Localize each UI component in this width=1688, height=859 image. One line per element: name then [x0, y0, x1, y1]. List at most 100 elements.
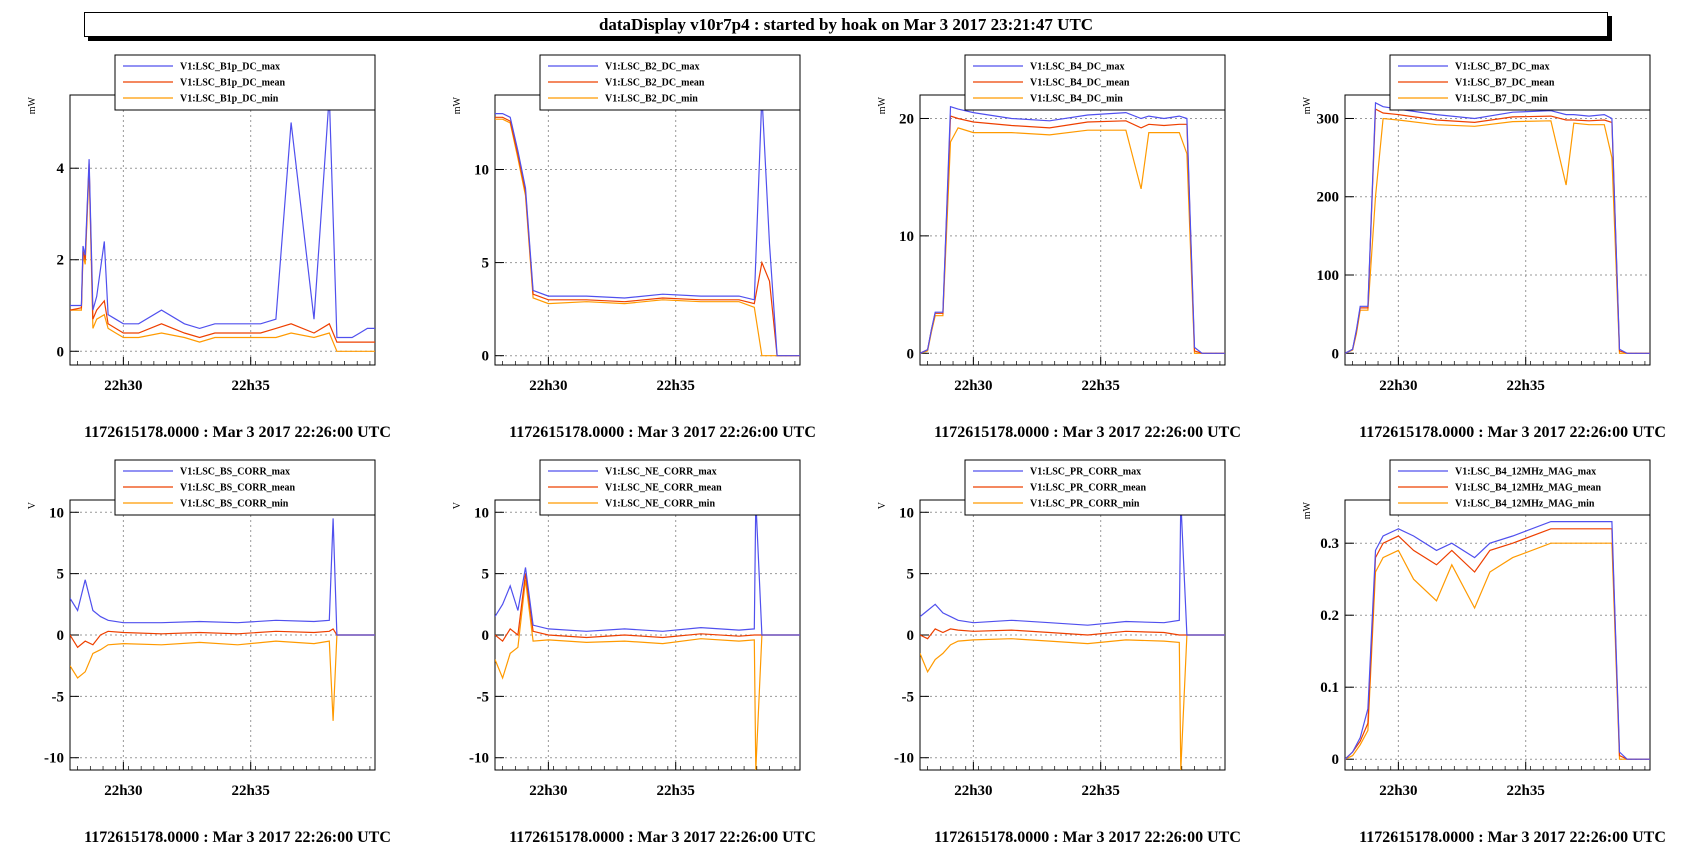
plot-frame — [1344, 499, 1651, 771]
x-tick-label: 22h35 — [657, 378, 695, 394]
series-line-min — [920, 634, 1225, 770]
legend-label: V1:LSC_BS_CORR_mean — [180, 483, 295, 494]
legend-label: V1:LSC_NE_CORR_min — [605, 499, 715, 510]
y-tick-label: 0 — [482, 628, 490, 644]
series-line-mean — [495, 116, 800, 357]
legend-label: V1:LSC_B2_DC_min — [605, 94, 698, 105]
series-line-mean — [920, 115, 1225, 354]
y-tick-label: 0 — [57, 628, 65, 644]
series-line-max — [1345, 520, 1650, 760]
series-line-min — [920, 127, 1225, 354]
y-tick-label: 100 — [1317, 268, 1340, 284]
legend-label: V1:LSC_PR_CORR_max — [1030, 467, 1141, 478]
series-line-mean — [1345, 108, 1650, 354]
plot-frame — [494, 94, 801, 366]
y-axis-label: V — [877, 501, 888, 509]
legend-label: V1:LSC_B4_DC_max — [1030, 62, 1124, 73]
y-tick-label: 2 — [57, 253, 65, 269]
time-caption: 1172615178.0000 : Mar 3 2017 22:26:00 UT… — [1359, 424, 1666, 441]
y-axis-label: mW — [1302, 501, 1313, 519]
plot-frame — [1344, 94, 1651, 366]
y-tick-label: 0.2 — [1320, 608, 1339, 624]
legend-label: V1:LSC_B4_12MHz_MAG_max — [1455, 467, 1596, 478]
time-caption: 1172615178.0000 : Mar 3 2017 22:26:00 UT… — [509, 424, 816, 441]
legend-label: V1:LSC_B1p_DC_min — [180, 94, 279, 105]
time-caption: 1172615178.0000 : Mar 3 2017 22:26:00 UT… — [934, 424, 1241, 441]
chart-panel-6: 22h30 22h35 -10 -5 0 5 10 V V1:LSC_NE_CORR_max V1… — [452, 459, 816, 846]
y-tick-label: 0 — [1332, 752, 1340, 768]
y-axis-label: V — [27, 501, 38, 509]
window-title: dataDisplay v10r7p4 : started by hoak on… — [84, 12, 1608, 37]
x-tick-label: 22h30 — [954, 783, 992, 799]
plot-frame — [919, 94, 1226, 366]
series-line-min — [495, 118, 800, 357]
time-caption: 1172615178.0000 : Mar 3 2017 22:26:00 UT… — [1359, 829, 1666, 846]
y-tick-label: -10 — [469, 751, 489, 767]
x-tick-label: 22h35 — [1507, 378, 1545, 394]
y-tick-label: 5 — [482, 256, 490, 272]
legend-label: V1:LSC_PR_CORR_mean — [1030, 483, 1147, 494]
legend-label: V1:LSC_B7_DC_min — [1455, 94, 1548, 105]
series-line-max — [70, 518, 375, 636]
y-tick-label: -10 — [44, 751, 64, 767]
chart-panel-5: 22h30 22h35 -10 -5 0 5 10 V V1:LSC_BS_CORR_max V1… — [27, 459, 391, 846]
x-tick-label: 22h30 — [529, 783, 567, 799]
chart-panel-3: 22h30 22h35 0 10 20 mW V1:LSC_B4_DC_max V1:LSC_… — [877, 54, 1241, 441]
y-axis-label: mW — [1302, 96, 1313, 114]
series-line-mean — [70, 628, 375, 649]
series-line-max — [1345, 101, 1650, 354]
series-line-min — [495, 579, 800, 770]
time-caption: 1172615178.0000 : Mar 3 2017 22:26:00 UT… — [934, 829, 1241, 846]
series-line-mean — [920, 628, 1225, 640]
y-tick-label: 10 — [49, 505, 64, 521]
time-caption: 1172615178.0000 : Mar 3 2017 22:26:00 UT… — [509, 829, 816, 846]
legend-label: V1:LSC_B1p_DC_mean — [180, 78, 285, 89]
time-caption: 1172615178.0000 : Mar 3 2017 22:26:00 UT… — [84, 829, 391, 846]
legend-label: V1:LSC_B7_DC_max — [1455, 62, 1549, 73]
series-line-max — [495, 95, 800, 357]
x-tick-label: 22h30 — [1379, 378, 1417, 394]
y-tick-label: 0 — [57, 344, 65, 360]
x-tick-label: 22h35 — [1082, 783, 1120, 799]
y-tick-label: 0 — [482, 349, 490, 365]
legend-label: V1:LSC_B7_DC_mean — [1455, 78, 1555, 89]
legend-label: V1:LSC_B4_12MHz_MAG_min — [1455, 499, 1595, 510]
chart-panel-7: 22h30 22h35 -10 -5 0 5 10 V V1:LSC_PR_CORR_max V1… — [877, 459, 1241, 846]
x-tick-label: 22h35 — [657, 783, 695, 799]
legend-label: V1:LSC_PR_CORR_min — [1030, 499, 1140, 510]
x-tick-label: 22h30 — [529, 378, 567, 394]
y-axis-label: mW — [877, 96, 888, 114]
y-tick-label: -5 — [477, 689, 490, 705]
y-tick-label: 4 — [57, 161, 65, 177]
x-tick-label: 22h35 — [232, 378, 270, 394]
y-tick-label: 10 — [899, 505, 914, 521]
series-line-mean — [1345, 528, 1650, 760]
x-tick-label: 22h30 — [1379, 783, 1417, 799]
x-tick-label: 22h30 — [954, 378, 992, 394]
legend-label: V1:LSC_B4_DC_mean — [1030, 78, 1130, 89]
legend-label: V1:LSC_B2_DC_mean — [605, 78, 705, 89]
y-tick-label: -5 — [902, 689, 915, 705]
series-line-mean — [495, 573, 800, 642]
x-tick-label: 22h35 — [232, 783, 270, 799]
y-tick-label: 5 — [482, 567, 490, 583]
legend-label: V1:LSC_B1p_DC_max — [180, 62, 280, 73]
legend-label: V1:LSC_B4_12MHz_MAG_mean — [1455, 483, 1602, 494]
chart-panel-2: 22h30 22h35 0 5 10 mW V1:LSC_B2_DC_max V1:LSC_B… — [452, 54, 816, 441]
time-caption: 1172615178.0000 : Mar 3 2017 22:26:00 UT… — [84, 424, 391, 441]
series-line-min — [1345, 117, 1650, 354]
y-tick-label: 0 — [907, 628, 915, 644]
legend-label: V1:LSC_NE_CORR_max — [605, 467, 717, 478]
series-line-max — [495, 500, 800, 636]
x-tick-label: 22h35 — [1082, 378, 1120, 394]
y-tick-label: 20 — [899, 111, 914, 127]
y-tick-label: 0.3 — [1320, 536, 1339, 552]
plot-frame — [69, 94, 376, 366]
chart-panel-8: 22h30 22h35 0 0.1 0.2 0.3 mW V1:LSC_B4_12MHz_MA… — [1302, 459, 1666, 846]
y-tick-label: 300 — [1317, 111, 1340, 127]
x-tick-label: 22h35 — [1507, 783, 1545, 799]
y-tick-label: 10 — [899, 229, 914, 245]
y-tick-label: 0 — [907, 346, 915, 362]
